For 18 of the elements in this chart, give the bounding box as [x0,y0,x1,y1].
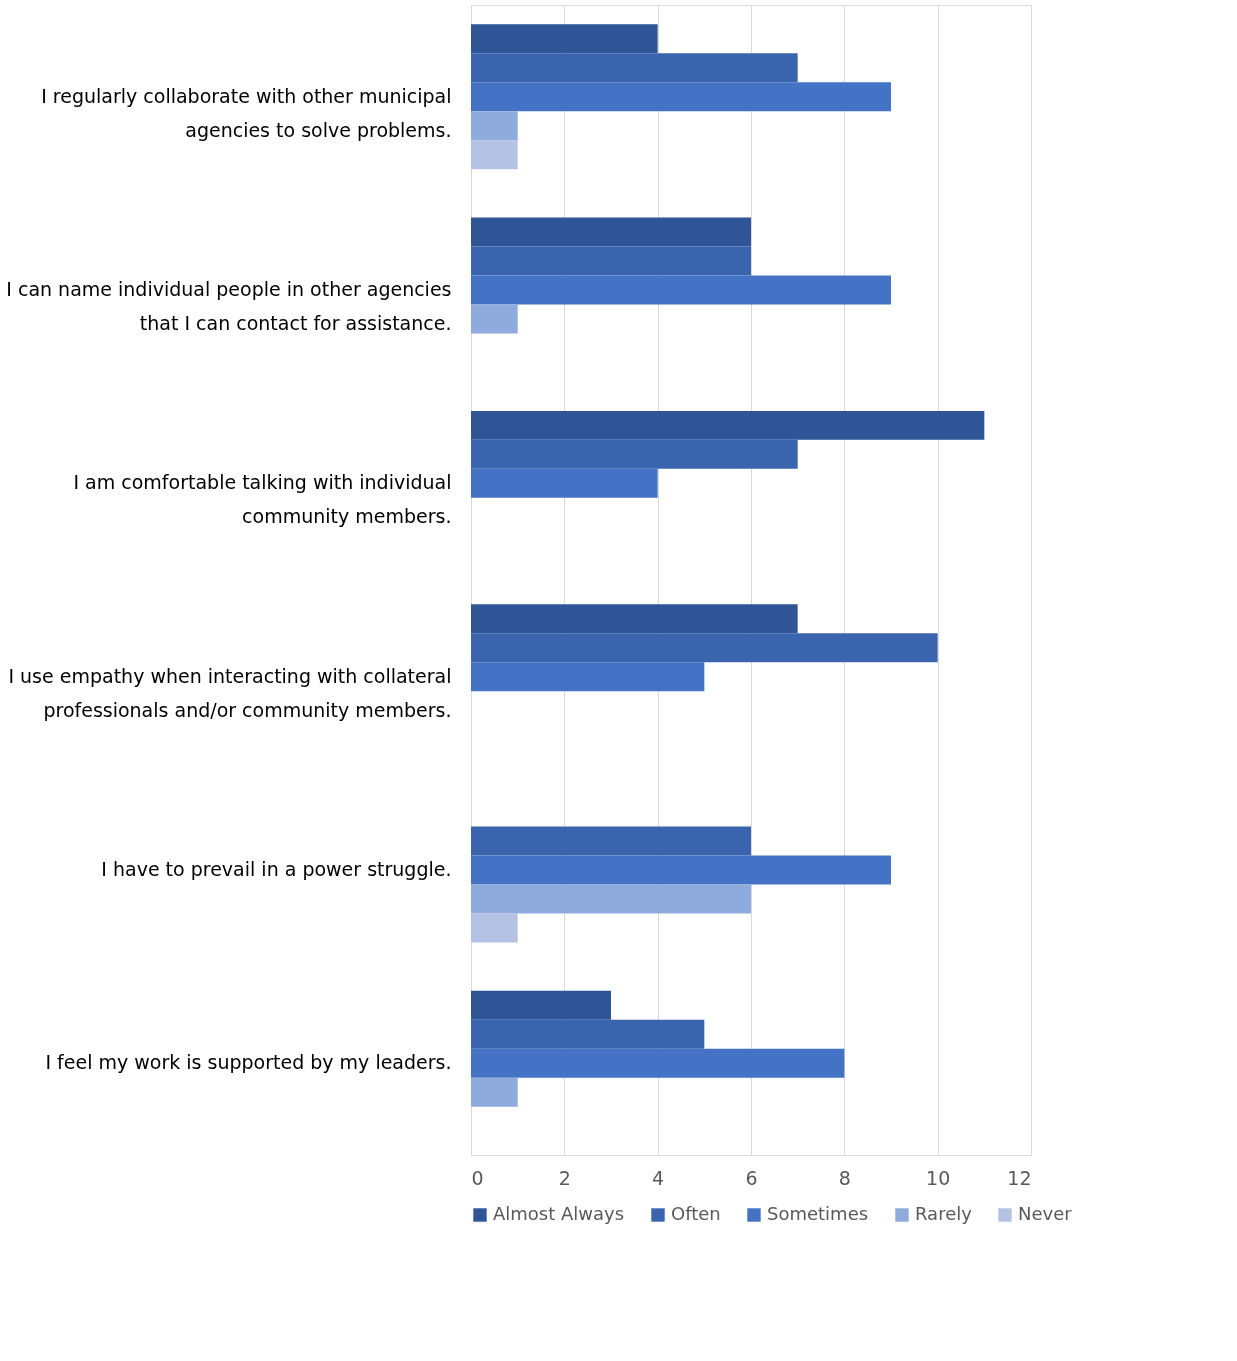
y-tick-label: I regularly collaborate with other municipal agencies to solve problems. [41,84,452,141]
legend-label: Often [671,1203,721,1224]
y-tick-label: I use empathy when interacting with collateral professionals and/or community members. [8,664,452,721]
x-tick-label: 4 [652,1166,665,1189]
y-tick-label: I have to prevail in a power struggle. [101,857,452,880]
y-tick-label: I can name individual people in other agencies that I can contact for assistance. [6,278,452,335]
legend-label: Never [1018,1203,1073,1224]
x-tick-label: 12 [1007,1166,1032,1189]
x-tick-label: 2 [558,1166,571,1189]
x-tick-label: 10 [926,1166,951,1189]
legend-label: Sometimes [767,1203,869,1224]
legend-label: Almost Always [493,1203,625,1224]
x-tick-label: 6 [745,1166,758,1189]
y-tick-label: I feel my work is supported by my leaders. [45,1051,452,1074]
x-tick-label: 0 [471,1166,484,1189]
y-tick-label: I am comfortable talking with individual community members. [73,471,452,528]
x-tick-label: 8 [838,1166,851,1189]
legend-label: Rarely [915,1203,973,1224]
